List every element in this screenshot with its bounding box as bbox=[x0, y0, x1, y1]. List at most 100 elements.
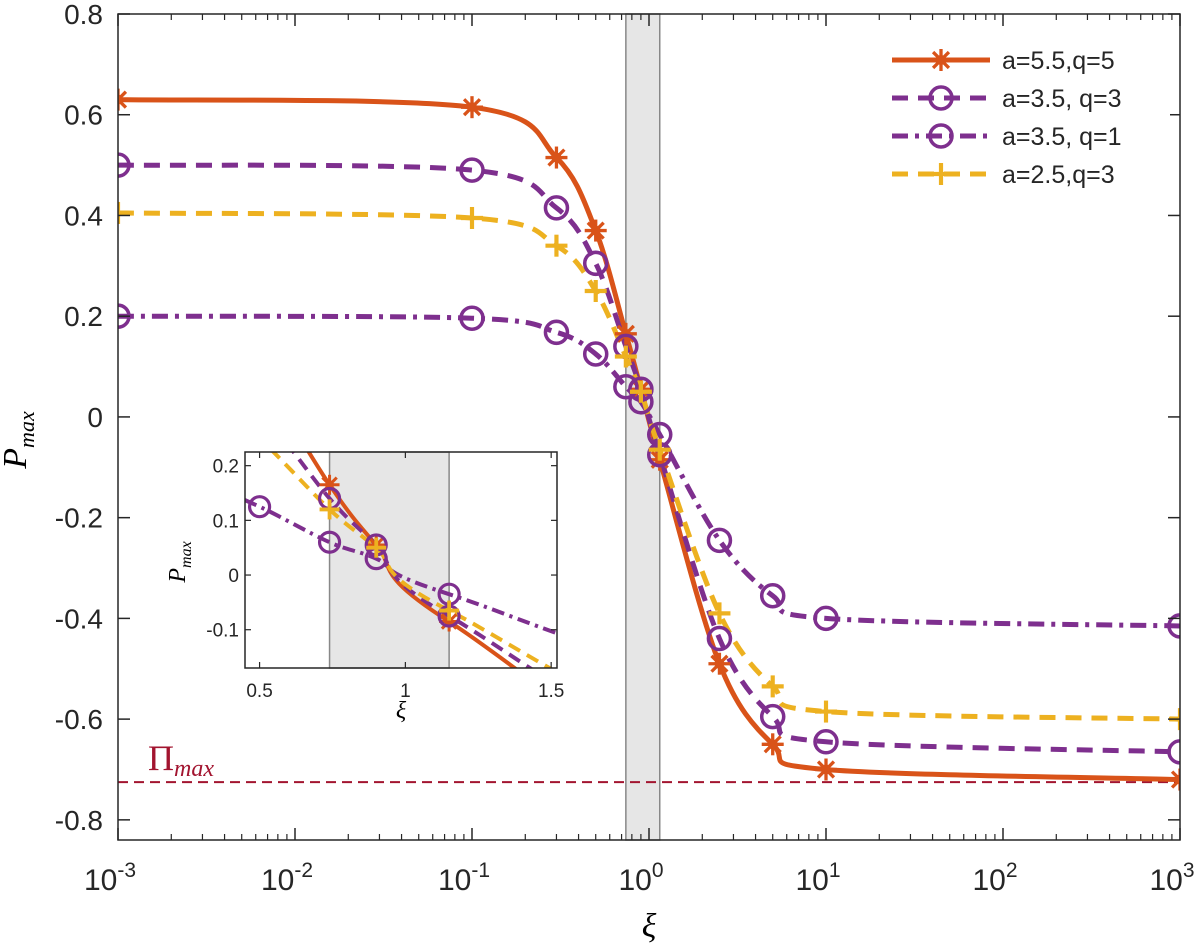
x-tick-label: 10-3 bbox=[84, 859, 136, 897]
series-1-point-3 bbox=[582, 250, 609, 277]
series-1-point-2 bbox=[543, 195, 570, 221]
legend-marker bbox=[928, 85, 954, 111]
x-tick-base: 10 bbox=[438, 864, 471, 897]
pi-max-label: Πmax bbox=[148, 738, 214, 782]
series-0-point-8 bbox=[761, 733, 784, 756]
legend: a=5.5,q=5 a=3.5, q=3 a=3.5, q=1 a=2.5,q=3 bbox=[878, 40, 1170, 200]
inset-series-line-0 bbox=[306, 452, 518, 668]
series-3-point-4 bbox=[614, 345, 637, 368]
inset-series-2-point-3 bbox=[247, 495, 272, 519]
inset-y-axis-label-main: P bbox=[165, 568, 191, 584]
x-tick-base: 10 bbox=[972, 864, 1005, 897]
series-0-point-9 bbox=[815, 758, 837, 781]
legend-marker bbox=[928, 123, 954, 149]
series-1-point-8 bbox=[759, 703, 786, 730]
inset-series-2-point-4 bbox=[317, 530, 342, 554]
series-0-point-7 bbox=[708, 652, 731, 675]
series-line-3 bbox=[118, 210, 1180, 722]
inset-tick-labels: 0.5 1 1.5 -0.1 0 0.1 0.2 bbox=[206, 457, 564, 702]
series-2-point-10 bbox=[1167, 613, 1180, 639]
main-axes-frame bbox=[117, 13, 1181, 841]
inset-shaded-band bbox=[328, 451, 450, 669]
legend-item: a=5.5,q=5 bbox=[892, 47, 1115, 75]
y-axis-label: Pmax bbox=[0, 411, 39, 470]
x-tick-exponent: 3 bbox=[1183, 859, 1195, 882]
y-tick-label: -0.2 bbox=[55, 503, 103, 534]
inset-x-tick-label: 1 bbox=[400, 681, 411, 702]
series-1-point-7 bbox=[706, 625, 733, 652]
series-3-point-0 bbox=[118, 201, 129, 224]
x-tick-label: 10-2 bbox=[261, 859, 313, 897]
series-1-point-10 bbox=[1167, 739, 1180, 765]
x-tick-label: 100 bbox=[618, 859, 663, 897]
y-tick-label: -0.6 bbox=[55, 704, 103, 735]
series-3-point-2 bbox=[545, 234, 568, 257]
inset-y-axis-label-sub: max bbox=[178, 541, 195, 568]
y-axis-label-main: P bbox=[0, 448, 34, 470]
x-tick-base: 10 bbox=[618, 864, 651, 897]
x-tick-exponent: -2 bbox=[294, 859, 313, 882]
y-axis-label-sub: max bbox=[14, 411, 39, 448]
inset-x-axis-label: ξ bbox=[396, 698, 407, 724]
x-tick-base: 10 bbox=[261, 864, 294, 897]
series-1-point-1 bbox=[459, 157, 485, 183]
inset-series-group bbox=[245, 452, 557, 668]
x-tick-label: 101 bbox=[795, 859, 840, 897]
series-3-point-5 bbox=[629, 380, 652, 403]
y-tick-label: 0 bbox=[87, 402, 103, 433]
y-tick-label: 0.4 bbox=[64, 200, 103, 231]
series-2-point-1 bbox=[459, 305, 485, 331]
inset-axes-frame bbox=[244, 451, 558, 669]
inset-series-3-point-4 bbox=[319, 499, 340, 520]
series-2-point-2 bbox=[543, 319, 570, 346]
legend-label: a=3.5, q=3 bbox=[1002, 85, 1122, 113]
legend-label: a=2.5,q=3 bbox=[1002, 161, 1115, 189]
series-0-point-3 bbox=[584, 219, 607, 242]
x-tick-label: 10-1 bbox=[438, 859, 490, 897]
x-tick-base: 10 bbox=[795, 864, 828, 897]
legend-item: a=2.5,q=3 bbox=[892, 161, 1115, 189]
series-3-point-7 bbox=[708, 602, 731, 625]
legend-item: a=3.5, q=3 bbox=[892, 85, 1122, 113]
series-3-point-9 bbox=[815, 700, 837, 723]
series-3-point-8 bbox=[761, 675, 784, 698]
inset-y-axis-label: Pmax bbox=[165, 541, 195, 583]
series-1-point-9 bbox=[813, 729, 839, 755]
series-1-point-0 bbox=[118, 152, 131, 178]
inset-y-tick-label: 0.1 bbox=[213, 511, 239, 532]
legend-item: a=3.5, q=1 bbox=[892, 123, 1122, 151]
main-series-group bbox=[118, 88, 1180, 791]
legend-label: a=3.5, q=1 bbox=[1002, 123, 1122, 151]
series-0-point-0 bbox=[118, 88, 129, 111]
y-tick-label: -0.8 bbox=[55, 805, 103, 836]
pi-max-label-main: Π bbox=[148, 738, 174, 778]
series-2-point-3 bbox=[582, 341, 609, 367]
legend-marker bbox=[930, 49, 952, 71]
series-0-point-1 bbox=[461, 96, 483, 119]
x-tick-base: 10 bbox=[84, 864, 117, 897]
x-tick-label: 103 bbox=[1149, 859, 1194, 897]
series-line-1 bbox=[118, 162, 1180, 755]
y-tick-label: 0.6 bbox=[64, 100, 103, 131]
main-tick-labels: 10-3 10-2 10-1 100 101 102 103-0.8-0.6-0.4-0.2… bbox=[55, 0, 1195, 897]
y-tick-label: 0.2 bbox=[64, 301, 103, 332]
series-3-point-6 bbox=[648, 438, 671, 461]
series-3-point-3 bbox=[584, 280, 607, 303]
inset-ticks bbox=[245, 452, 557, 668]
pi-max-label-sub: max bbox=[174, 756, 214, 782]
y-tick-label: -0.4 bbox=[55, 603, 103, 634]
x-tick-exponent: 1 bbox=[829, 859, 841, 882]
x-axis-label: ξ bbox=[642, 908, 657, 944]
inset-series-3-point-6 bbox=[439, 600, 460, 621]
series-2-point-4 bbox=[613, 373, 639, 400]
series-0-point-2 bbox=[545, 146, 568, 169]
main-ticks bbox=[117, 13, 1181, 840]
x-tick-exponent: -1 bbox=[471, 859, 490, 882]
inset-axes: 0.5 1 1.5 -0.1 0 0.1 0.2 ξ Pmax bbox=[165, 451, 564, 724]
legend-label: a=5.5,q=5 bbox=[1002, 47, 1115, 75]
inset-series-3-point-5 bbox=[366, 537, 387, 558]
legend-marker bbox=[930, 163, 952, 185]
series-2-point-7 bbox=[706, 527, 733, 554]
inset-y-tick-label: 0 bbox=[228, 566, 239, 587]
